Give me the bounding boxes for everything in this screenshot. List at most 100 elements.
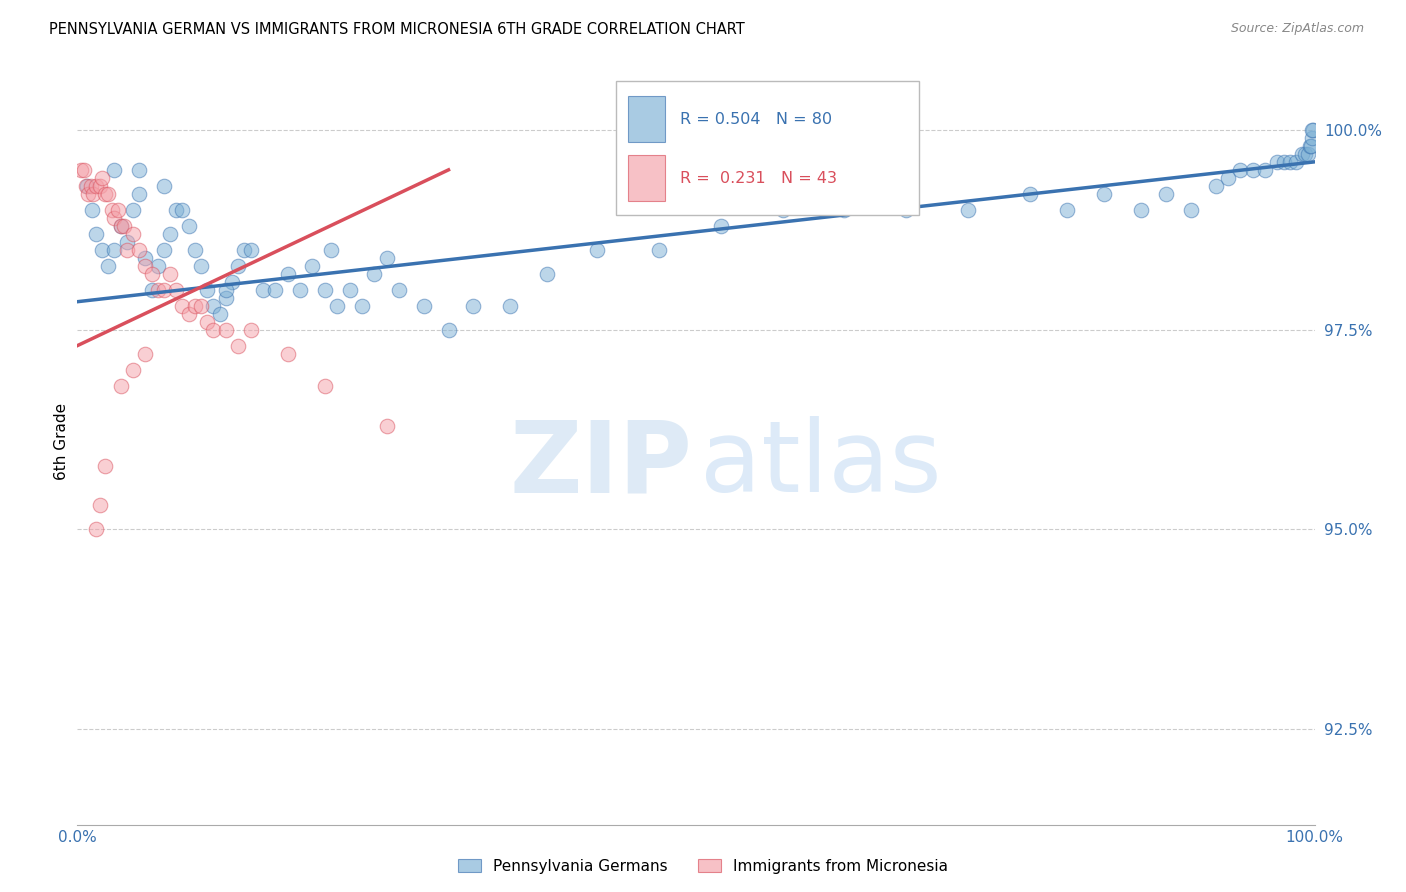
Point: [1298, 146, 1320, 161]
Point: [326, 299, 349, 313]
Point: [388, 283, 411, 297]
Point: [319, 243, 342, 257]
Point: [1130, 202, 1153, 217]
Point: [122, 202, 145, 217]
Point: [1019, 186, 1042, 201]
Point: [153, 283, 176, 297]
Point: [101, 202, 124, 217]
Point: [1299, 139, 1322, 153]
Point: [1301, 131, 1323, 145]
Point: [239, 243, 262, 257]
Point: [772, 202, 794, 217]
Text: R =  0.231   N = 43: R = 0.231 N = 43: [681, 171, 837, 186]
Point: [648, 243, 671, 257]
Point: [172, 202, 194, 217]
Point: [82, 186, 104, 201]
Point: [1301, 123, 1323, 137]
Point: [314, 378, 336, 392]
Point: [710, 219, 733, 233]
Point: [215, 291, 238, 305]
Point: [153, 178, 176, 193]
Point: [172, 299, 194, 313]
Point: [153, 243, 176, 257]
Text: Source: ZipAtlas.com: Source: ZipAtlas.com: [1230, 22, 1364, 36]
Point: [1229, 162, 1251, 177]
Y-axis label: 6th Grade: 6th Grade: [53, 403, 69, 480]
Point: [586, 243, 609, 257]
Point: [91, 170, 114, 185]
Point: [363, 267, 385, 281]
Point: [1302, 123, 1324, 137]
Point: [93, 186, 115, 201]
Point: [112, 219, 135, 233]
Point: [97, 186, 120, 201]
FancyBboxPatch shape: [628, 96, 665, 143]
Point: [1254, 162, 1277, 177]
Point: [252, 283, 274, 297]
Point: [226, 339, 249, 353]
Point: [184, 243, 207, 257]
Point: [536, 267, 558, 281]
Point: [957, 202, 980, 217]
Point: [1267, 154, 1289, 169]
Point: [1216, 170, 1239, 185]
Point: [134, 346, 156, 360]
Point: [1154, 186, 1177, 201]
Point: [1272, 154, 1295, 169]
Point: [215, 323, 238, 337]
Point: [72, 162, 94, 177]
Point: [277, 267, 299, 281]
Point: [277, 346, 299, 360]
Point: [350, 299, 373, 313]
Text: R = 0.504   N = 80: R = 0.504 N = 80: [681, 112, 832, 127]
Text: ZIP: ZIP: [509, 416, 692, 513]
Point: [437, 323, 460, 337]
Point: [288, 283, 311, 297]
Point: [499, 299, 522, 313]
Point: [896, 202, 918, 217]
Point: [84, 178, 107, 193]
Point: [128, 162, 150, 177]
Point: [184, 299, 207, 313]
Point: [84, 227, 107, 241]
Point: [103, 243, 125, 257]
Point: [412, 299, 434, 313]
Point: [1180, 202, 1202, 217]
Point: [195, 283, 218, 297]
Point: [1092, 186, 1115, 201]
Point: [177, 307, 200, 321]
Point: [110, 219, 132, 233]
Point: [84, 523, 107, 537]
Point: [134, 251, 156, 265]
Point: [89, 178, 111, 193]
Point: [1278, 154, 1301, 169]
Point: [233, 243, 256, 257]
Point: [226, 259, 249, 273]
Point: [165, 283, 187, 297]
Text: PENNSYLVANIA GERMAN VS IMMIGRANTS FROM MICRONESIA 6TH GRADE CORRELATION CHART: PENNSYLVANIA GERMAN VS IMMIGRANTS FROM M…: [49, 22, 745, 37]
Point: [80, 178, 103, 193]
Point: [1298, 139, 1320, 153]
Point: [1285, 154, 1308, 169]
Point: [115, 243, 138, 257]
Point: [208, 307, 231, 321]
Point: [195, 315, 218, 329]
Point: [177, 219, 200, 233]
Point: [122, 362, 145, 376]
Point: [128, 186, 150, 201]
Text: atlas: atlas: [700, 416, 941, 513]
Point: [128, 243, 150, 257]
Point: [107, 202, 129, 217]
Point: [190, 299, 212, 313]
Point: [70, 162, 93, 177]
Point: [93, 458, 115, 473]
Point: [301, 259, 323, 273]
Point: [221, 275, 243, 289]
Point: [1294, 146, 1316, 161]
Point: [115, 235, 138, 249]
Point: [834, 202, 856, 217]
Point: [91, 243, 114, 257]
Point: [103, 162, 125, 177]
Point: [110, 219, 132, 233]
Point: [463, 299, 485, 313]
